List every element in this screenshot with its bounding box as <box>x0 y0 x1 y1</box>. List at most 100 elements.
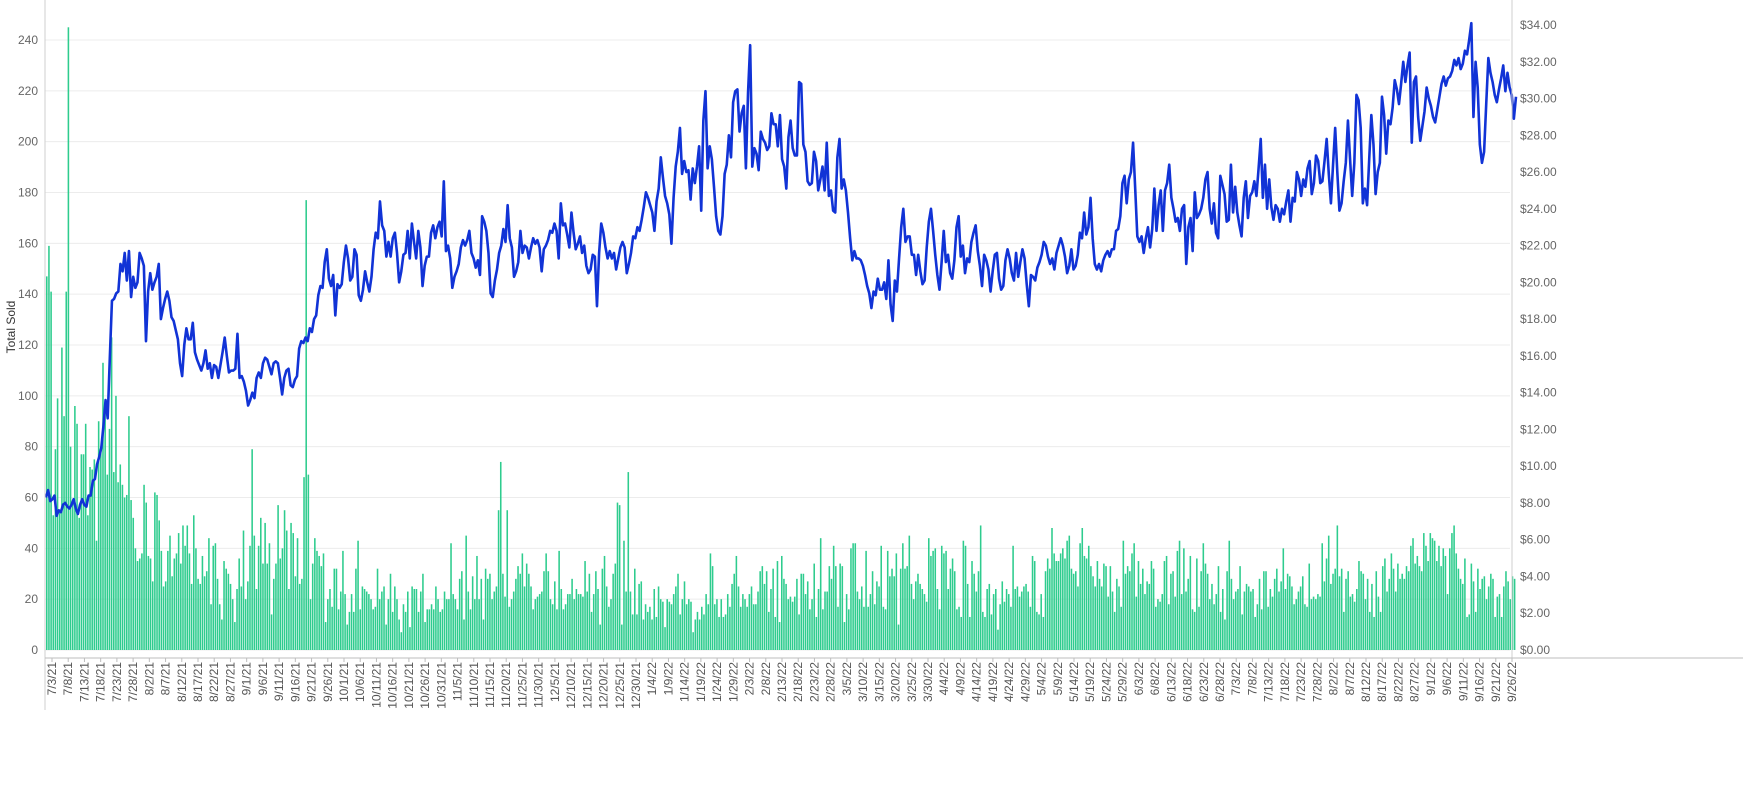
bar <box>428 609 431 650</box>
bar <box>1185 591 1187 650</box>
bar <box>1193 611 1196 651</box>
bar <box>327 599 329 650</box>
bar <box>201 555 204 650</box>
bar <box>722 616 725 650</box>
bar <box>705 594 707 650</box>
bar <box>884 609 887 650</box>
bar <box>348 611 351 651</box>
bar <box>969 616 971 650</box>
bar <box>385 624 387 650</box>
bar <box>1265 571 1267 650</box>
right-tick-label: $12.00 <box>1520 422 1557 436</box>
bar <box>750 586 753 650</box>
x-tick-label: 8/17/21 <box>191 662 205 702</box>
bar <box>956 609 958 650</box>
bar <box>938 609 941 650</box>
left-tick-label: 0 <box>31 643 38 657</box>
x-tick-label: 12/10/21 <box>564 662 578 709</box>
bar <box>266 563 269 650</box>
bar <box>1427 561 1429 650</box>
bar <box>629 591 632 650</box>
bar <box>1276 568 1278 650</box>
bar <box>1211 583 1213 650</box>
bar <box>1438 545 1440 650</box>
right-tick-label: $14.00 <box>1520 386 1557 400</box>
bar <box>391 611 394 651</box>
bar <box>1399 578 1401 650</box>
bar <box>1144 594 1146 650</box>
bar <box>726 594 729 650</box>
bar <box>1157 599 1159 650</box>
bar <box>858 599 861 650</box>
bar <box>283 510 286 650</box>
bar <box>1457 568 1460 650</box>
bar <box>1090 566 1092 651</box>
bar <box>225 568 227 650</box>
x-tick-label: 9/1/21 <box>240 662 254 696</box>
bar <box>1202 543 1205 650</box>
bar <box>1301 576 1304 650</box>
bar <box>370 599 372 650</box>
x-tick-label: 7/28/21 <box>126 662 140 702</box>
bar <box>1407 571 1410 650</box>
bar <box>564 604 567 650</box>
bar <box>1284 589 1287 650</box>
bar <box>651 619 653 650</box>
bar <box>1059 553 1062 650</box>
x-tick-label: 1/29/22 <box>726 662 740 702</box>
x-tick-label: 12/25/21 <box>613 662 627 709</box>
bar <box>357 540 359 650</box>
bar <box>992 594 995 650</box>
bar-series <box>46 27 1516 651</box>
bar <box>1330 583 1332 650</box>
bar <box>953 571 956 650</box>
bar <box>867 606 870 650</box>
left-tick-label: 120 <box>18 338 38 352</box>
bar <box>458 578 461 650</box>
bar <box>826 591 828 650</box>
bar <box>1448 548 1451 650</box>
bar <box>659 599 662 650</box>
bar <box>854 543 857 650</box>
bar <box>908 535 911 651</box>
bar <box>703 614 705 650</box>
bar <box>733 573 735 650</box>
bar <box>292 533 294 650</box>
right-tick-label: $20.00 <box>1520 275 1557 289</box>
bar <box>1494 616 1496 650</box>
bar <box>1170 573 1172 650</box>
bar <box>1258 578 1261 650</box>
bar <box>48 245 50 651</box>
bar <box>1124 573 1127 650</box>
bar <box>852 543 854 650</box>
bar <box>1107 596 1109 651</box>
x-tick-label: 6/23/22 <box>1197 662 1211 702</box>
x-tick-label: 7/13/22 <box>1262 662 1276 702</box>
x-tick-label: 3/15/22 <box>872 662 886 702</box>
bar <box>257 545 260 650</box>
bar <box>830 578 833 650</box>
bar <box>1360 571 1362 650</box>
bar <box>547 571 550 650</box>
bar <box>1384 558 1386 650</box>
bar <box>244 599 247 650</box>
bar <box>1005 589 1008 650</box>
bar <box>521 553 524 650</box>
bar <box>1122 540 1125 650</box>
bar <box>156 494 158 650</box>
bar <box>1165 555 1168 650</box>
bar <box>1219 611 1222 651</box>
bar <box>1116 578 1118 650</box>
bar <box>902 543 904 650</box>
bar <box>800 573 803 650</box>
x-tick-label: 7/23/22 <box>1294 662 1308 702</box>
x-tick-label: 2/13/22 <box>775 662 789 702</box>
bar <box>811 599 813 650</box>
bar <box>361 586 364 650</box>
bar <box>1053 553 1055 650</box>
bar <box>675 586 677 650</box>
x-tick-label: 6/8/22 <box>1148 662 1162 696</box>
x-tick-label: 4/24/22 <box>1002 662 1016 702</box>
bar <box>1347 571 1349 650</box>
bar <box>1066 540 1068 650</box>
